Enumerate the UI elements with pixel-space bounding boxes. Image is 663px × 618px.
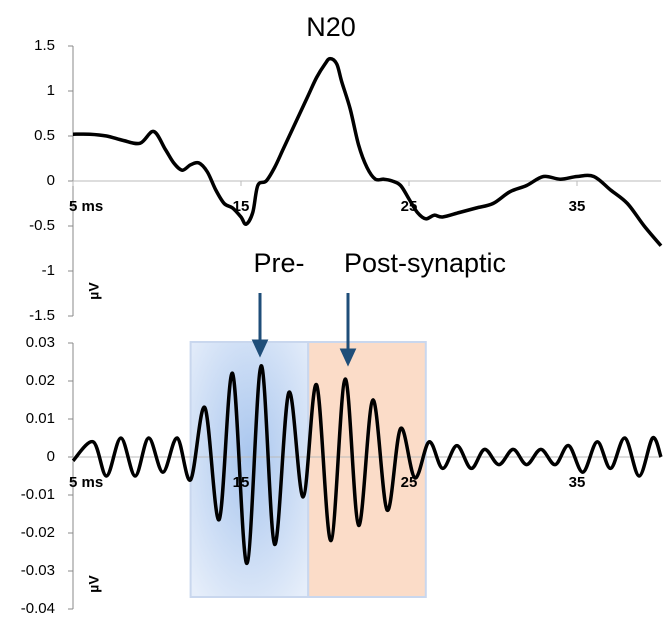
x-tick-label: 5 ms <box>69 474 103 491</box>
y-tick-label: -1 <box>42 262 55 279</box>
y-tick-label: 1.5 <box>34 37 55 54</box>
arrow-head <box>339 348 357 367</box>
y-tick-label: -0.04 <box>21 600 55 617</box>
annotation: Pre- <box>253 248 304 278</box>
y-tick-label: -0.03 <box>21 562 55 579</box>
x-tick-label: 25 <box>401 198 418 215</box>
y-tick-label: -0.02 <box>21 524 55 541</box>
line-series <box>71 364 663 566</box>
y-tick-label: -1.5 <box>29 307 55 324</box>
y-tick-label: 0.03 <box>26 334 55 351</box>
y-tick-label: 0.5 <box>34 127 55 144</box>
y-tick-label: -0.5 <box>29 217 55 234</box>
line-series <box>72 56 663 247</box>
y-tick-label: 1 <box>47 82 55 99</box>
x-tick-label: 35 <box>569 474 586 491</box>
chart-title: N20 <box>306 12 356 42</box>
y-tick-label: 0.01 <box>26 410 55 427</box>
background-layer <box>189 341 427 598</box>
arrows <box>251 293 357 367</box>
y-tick-label: 0 <box>47 448 55 465</box>
x-tick-label: 35 <box>569 198 586 215</box>
y-axis-label: µV <box>86 282 102 300</box>
arrow-head <box>251 339 269 358</box>
y-axis-label: µV <box>86 575 102 593</box>
y-tick-label: -0.01 <box>21 486 55 503</box>
annotation: Post-synaptic <box>344 248 506 278</box>
y-tick-label: 0 <box>47 172 55 189</box>
x-tick-label: 5 ms <box>69 198 103 215</box>
y-tick-label: 0.02 <box>26 372 55 389</box>
